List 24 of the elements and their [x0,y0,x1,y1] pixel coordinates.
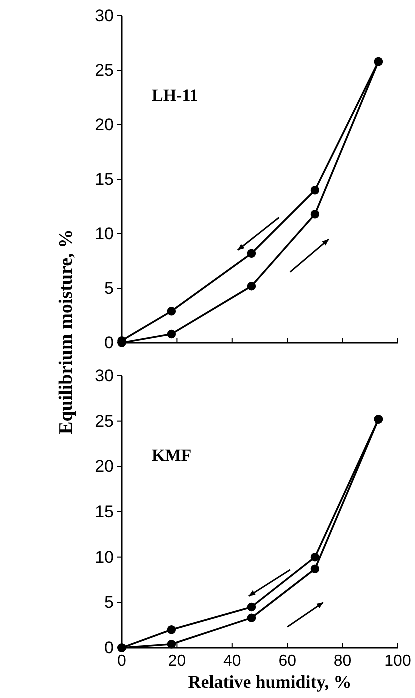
y-tick-label: 0 [104,333,114,352]
y-tick-label: 0 [104,638,114,658]
x-tick-label: 20 [168,653,186,670]
y-tick-label: 10 [95,224,114,244]
y-tick-label: 25 [95,412,114,431]
annotation: LH-11 [152,86,198,105]
y-tick-label: 15 [95,502,114,522]
annotation: KMF [152,446,192,465]
y-tick-label: 5 [104,593,114,612]
y-tick-label: 20 [95,457,114,476]
y-tick-label: 30 [95,6,114,26]
y-tick-label: 15 [95,170,114,189]
x-axis-title: Relative humidity, % [188,672,352,692]
y-tick-label: 30 [95,366,114,386]
y-axis-title: Equilibrium moisture, % [56,230,77,434]
x-tick-label: 0 [118,653,127,670]
y-tick-label: 20 [95,115,114,134]
y-tick-label: 5 [104,278,114,298]
x-tick-label: 80 [334,653,352,670]
x-tick-label: 40 [224,653,242,670]
x-tick-label: 60 [278,653,297,670]
y-tick-label: 10 [95,548,114,567]
x-tick-label: 100 [384,653,412,670]
y-tick-label: 25 [95,60,114,80]
